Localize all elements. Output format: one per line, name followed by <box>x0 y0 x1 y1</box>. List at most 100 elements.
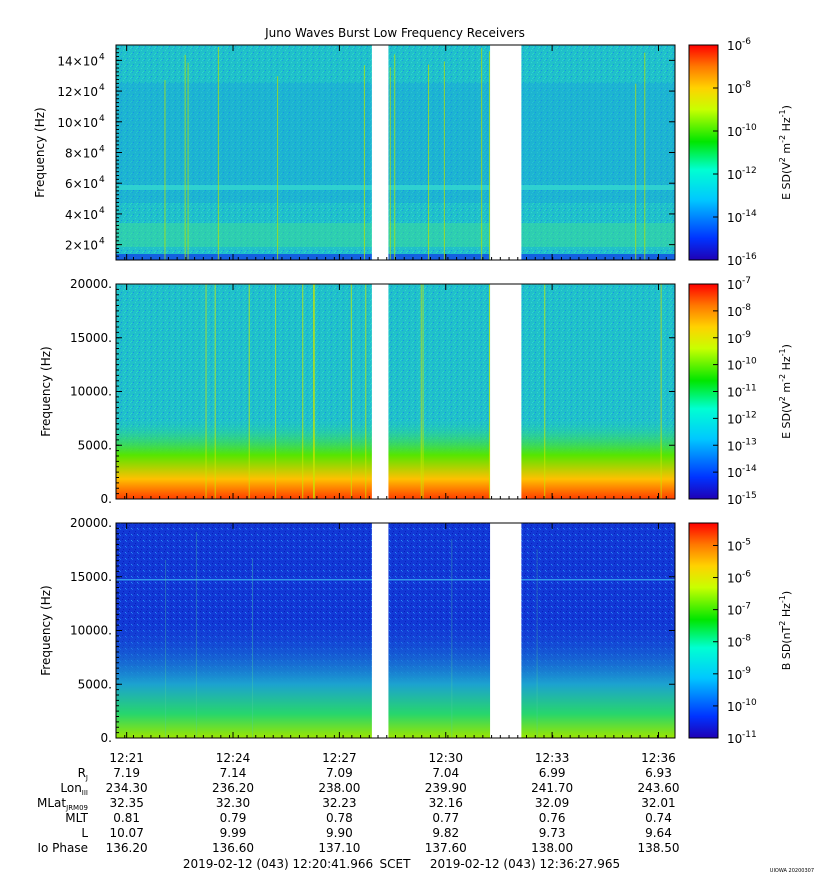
colorbar-tick-exponent: -10 <box>742 357 757 367</box>
row-label-text: R <box>78 766 86 780</box>
ephemeris-mlt: 0.78 <box>326 811 353 825</box>
colorbar-tick-base: 10 <box>727 732 742 746</box>
ephemeris-lon: 241.70 <box>531 781 573 795</box>
y-tick-exponent: 4 <box>99 237 105 247</box>
ephemeris-iophase: 136.60 <box>212 841 254 855</box>
y-tick-mantissa: 8×10 <box>65 147 98 161</box>
ephemeris-row-label: Io Phase <box>37 841 88 855</box>
colorbar-tick-exponent: -15 <box>742 491 757 501</box>
row-label-text: MLat <box>37 796 66 810</box>
colorbar-tick-exponent: -7 <box>742 276 751 286</box>
colorbar-tick-exponent: -6 <box>742 570 751 580</box>
y-tick-label: 15000. <box>70 570 112 584</box>
y-tick-label: 10000. <box>70 624 112 638</box>
colorbar-label-sup: -1 <box>778 348 787 356</box>
row-label-subscript: JRM09 <box>65 804 88 812</box>
panel-2: 0. 5000. 10000. 15000. 20000. Frequency (Hz) 1… <box>39 276 793 507</box>
y-axis-label: Frequency (Hz) <box>33 107 47 198</box>
colorbar-label-base: E SD(V <box>780 162 793 200</box>
y-tick-label: 20000. <box>70 516 112 530</box>
colorbar-label: E SD(V2 m-2 Hz-1) <box>778 105 793 200</box>
row-label-text: Io Phase <box>37 841 88 855</box>
colorbar-tick-exponent: -7 <box>742 602 751 612</box>
colorbar-tick-base: 10 <box>727 125 742 139</box>
ephemeris-mlat: 32.01 <box>641 796 675 810</box>
ephemeris-row-label: MLatJRM09 <box>37 796 88 812</box>
row-label-text: MLT <box>65 811 88 825</box>
colorbar-label-unit: m <box>780 143 793 157</box>
data-gap <box>371 45 389 260</box>
y-tick-exponent: 4 <box>99 175 105 185</box>
colorbar-label-sup: -1 <box>778 595 787 603</box>
y-tick-mantissa: 4×10 <box>65 208 98 222</box>
data-gap <box>490 284 522 499</box>
ephemeris-mlt: 0.77 <box>432 811 459 825</box>
colorbar-tick-base: 10 <box>727 359 742 373</box>
y-tick-label: 6×10 <box>65 177 98 191</box>
y-axis-label: Frequency (Hz) <box>39 585 53 676</box>
colorbar-tick-base: 10 <box>727 412 742 426</box>
colorbar-tick-base: 10 <box>727 211 742 225</box>
colorbar-tick-exponent: -6 <box>742 37 751 47</box>
colorbar-tick-exponent: -8 <box>742 303 751 313</box>
y-tick-label: 14×10 <box>57 54 98 68</box>
ephemeris-rj: 6.93 <box>645 766 672 780</box>
ephemeris-lon: 239.90 <box>425 781 467 795</box>
ephemeris-l: 9.82 <box>432 826 459 840</box>
colorbar-tick-exponent: -12 <box>742 410 757 420</box>
colorbar-tick-base: 10 <box>727 668 742 682</box>
colorbar-tick-exponent: -5 <box>742 537 751 547</box>
colorbar-tick-base: 10 <box>727 332 742 346</box>
y-tick-label: 5000. <box>78 438 112 452</box>
y-tick-label: 15000. <box>70 331 112 345</box>
colorbar-tick-base: 10 <box>727 439 742 453</box>
ephemeris-time: 12:36 <box>641 751 676 765</box>
data-gap <box>490 45 522 260</box>
colorbar-label-unit: Hz <box>780 117 793 135</box>
colorbar-tick-base: 10 <box>727 604 742 618</box>
low-frequency-emission <box>116 419 675 499</box>
data-gap <box>371 284 389 499</box>
colorbar-tick-base: 10 <box>727 572 742 586</box>
colorbar-label-sup: 2 <box>778 396 787 401</box>
row-label-text: Lon <box>60 781 81 795</box>
ephemeris-mlt: 0.74 <box>645 811 672 825</box>
colorbar-tick-base: 10 <box>727 305 742 319</box>
ephemeris-time: 12:24 <box>216 751 251 765</box>
ephemeris-mlt: 0.81 <box>113 811 140 825</box>
colorbar-tick-base: 10 <box>727 700 742 714</box>
footer-start: 2019-02-12 (043) 12:20:41.966 <box>183 857 373 871</box>
ephemeris-time: 12:21 <box>109 751 144 765</box>
colorbar-label-base: E SD(V <box>780 401 793 439</box>
y-tick-mantissa: 2×10 <box>65 239 98 253</box>
colorbar-tick-exponent: -11 <box>742 730 757 740</box>
ephemeris-l: 9.99 <box>220 826 247 840</box>
row-label-subscript: J <box>85 774 88 782</box>
ephemeris-iophase: 136.20 <box>106 841 148 855</box>
ephemeris-row-label: L <box>81 826 88 840</box>
y-tick-mantissa: 10×10 <box>57 116 98 130</box>
ephemeris-row-label: RJ <box>78 766 88 782</box>
ephemeris-row-label: MLT <box>65 811 88 825</box>
ephemeris-l: 9.64 <box>645 826 672 840</box>
y-tick-label: 10000. <box>70 385 112 399</box>
colorbar-tick-base: 10 <box>727 278 742 292</box>
colorbar-tick-exponent: -12 <box>742 166 757 176</box>
ephemeris-rj: 7.09 <box>326 766 353 780</box>
ephemeris-mlat: 32.30 <box>216 796 250 810</box>
colorbar-label-unit: m <box>780 382 793 396</box>
y-tick-mantissa: 6×10 <box>65 177 98 191</box>
ephemeris-iophase: 137.10 <box>318 841 360 855</box>
colorbar-tick-exponent: -10 <box>742 123 757 133</box>
colorbar-tick-base: 10 <box>727 636 742 650</box>
y-tick-label: 8×10 <box>65 147 98 161</box>
ephemeris-rj: 7.04 <box>432 766 459 780</box>
colorbar-label-close: ) <box>780 591 793 595</box>
y-tick-exponent: 4 <box>99 83 105 93</box>
emission-band <box>116 223 675 247</box>
colorbar-label-base: B SD(nT <box>780 625 793 670</box>
emission-band <box>116 185 675 190</box>
y-tick-label: 10×10 <box>57 116 98 130</box>
ephemeris-iophase: 137.60 <box>425 841 467 855</box>
